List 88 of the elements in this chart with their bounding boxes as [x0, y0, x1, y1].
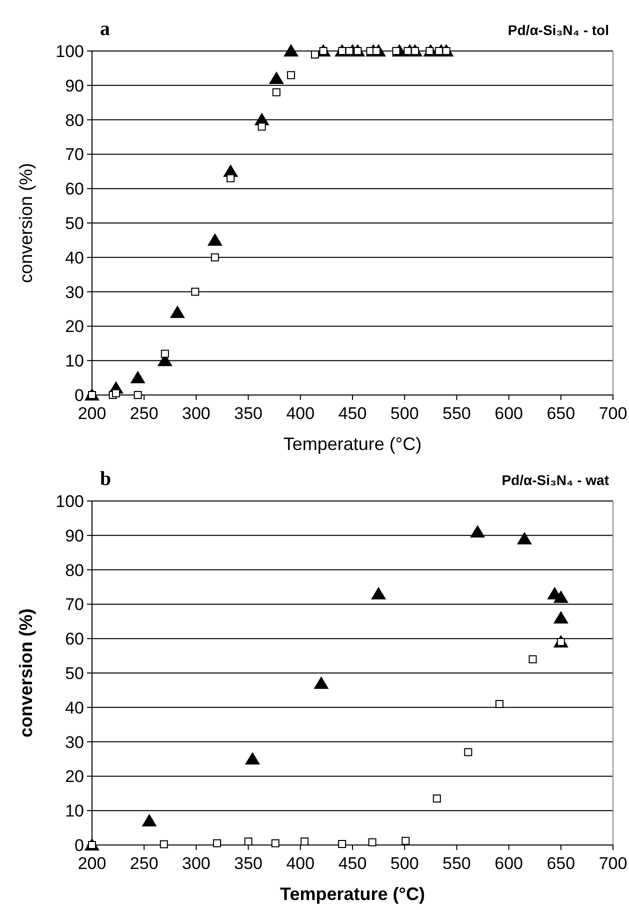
point — [371, 586, 386, 600]
point — [372, 47, 380, 55]
x-tick-label: 300 — [182, 854, 210, 873]
x-tick-label: 650 — [546, 404, 576, 423]
x-tick-label: 550 — [442, 854, 471, 873]
y-tick-label: 70 — [65, 595, 84, 614]
x-tick-label: 600 — [494, 404, 523, 423]
y-tick-label: 90 — [65, 526, 84, 546]
point — [495, 700, 504, 708]
y-tick-label: 70 — [65, 145, 84, 164]
point — [345, 47, 354, 55]
point — [287, 71, 296, 80]
point — [432, 794, 441, 803]
x-tick-label: 350 — [234, 404, 262, 423]
x-tick-label: 400 — [286, 404, 315, 423]
y-tick-label: 50 — [65, 214, 84, 233]
x-axis-title: Temperature (°C) — [280, 884, 425, 904]
y-tick-label: 100 — [56, 42, 84, 61]
point — [338, 840, 346, 848]
point — [402, 836, 410, 845]
y-tick-label: 60 — [65, 630, 84, 649]
point — [134, 391, 142, 399]
point — [434, 47, 443, 55]
x-tick-label: 250 — [130, 404, 158, 423]
chart-subtitle: Pd/α-Si₃N₄ - tol — [508, 22, 609, 38]
point — [244, 752, 260, 764]
point — [368, 838, 376, 846]
point — [191, 288, 200, 296]
point — [130, 370, 146, 384]
x-tick-label: 350 — [234, 854, 262, 873]
y-tick-label: 80 — [65, 560, 84, 580]
chart-title: b — [100, 468, 112, 490]
chart-title: a — [100, 18, 110, 40]
point — [272, 88, 280, 96]
y-tick-label: 60 — [65, 180, 84, 199]
point — [284, 44, 299, 56]
point — [170, 305, 185, 318]
y-tick-label: 0 — [74, 836, 84, 855]
x-tick-label: 450 — [338, 854, 367, 873]
y-tick-label: 0 — [74, 386, 84, 405]
point — [553, 610, 568, 624]
y-axis-title: conversion (%) — [16, 608, 36, 738]
x-tick-label: 700 — [598, 854, 628, 873]
point — [112, 389, 120, 398]
point — [268, 72, 284, 84]
x-tick-label: 250 — [130, 854, 158, 873]
point — [258, 122, 266, 131]
y-tick-label: 30 — [65, 282, 84, 302]
chart-subtitle: Pd/α-Si₃N₄ - wat — [502, 472, 610, 488]
y-tick-label: 20 — [65, 767, 84, 786]
point — [464, 748, 472, 756]
y-tick-label: 40 — [65, 248, 84, 268]
point — [404, 47, 412, 55]
point — [160, 350, 169, 358]
point — [314, 676, 329, 689]
x-tick-label: 550 — [442, 404, 471, 423]
point — [213, 839, 222, 848]
x-tick-label: 400 — [286, 854, 315, 873]
point — [226, 174, 235, 182]
x-tick-label: 500 — [390, 854, 419, 873]
point — [516, 532, 532, 544]
point — [470, 524, 486, 538]
y-tick-label: 100 — [56, 492, 84, 511]
x-tick-label: 650 — [546, 854, 576, 873]
y-tick-label: 20 — [65, 317, 84, 336]
point — [553, 590, 568, 603]
x-tick-label: 200 — [78, 404, 106, 423]
y-tick-label: 40 — [65, 698, 84, 718]
point — [528, 655, 537, 664]
x-tick-label: 450 — [338, 404, 367, 423]
point — [142, 814, 157, 826]
x-tick-label: 300 — [182, 404, 210, 423]
y-axis-title: conversion (%) — [16, 162, 36, 284]
y-tick-label: 90 — [65, 76, 84, 96]
y-tick-label: 10 — [65, 352, 84, 371]
y-tick-label: 10 — [65, 802, 84, 821]
point — [271, 839, 280, 848]
x-tick-label: 500 — [390, 404, 419, 423]
x-tick-label: 700 — [598, 404, 628, 423]
y-tick-label: 50 — [65, 664, 84, 683]
x-tick-label: 200 — [78, 854, 106, 873]
x-axis-title: Temperature (°C) — [283, 434, 422, 454]
y-tick-label: 30 — [65, 732, 84, 752]
point — [160, 840, 168, 848]
point — [207, 233, 222, 246]
point — [210, 253, 219, 262]
y-tick-label: 80 — [65, 110, 84, 130]
x-tick-label: 600 — [494, 854, 523, 873]
